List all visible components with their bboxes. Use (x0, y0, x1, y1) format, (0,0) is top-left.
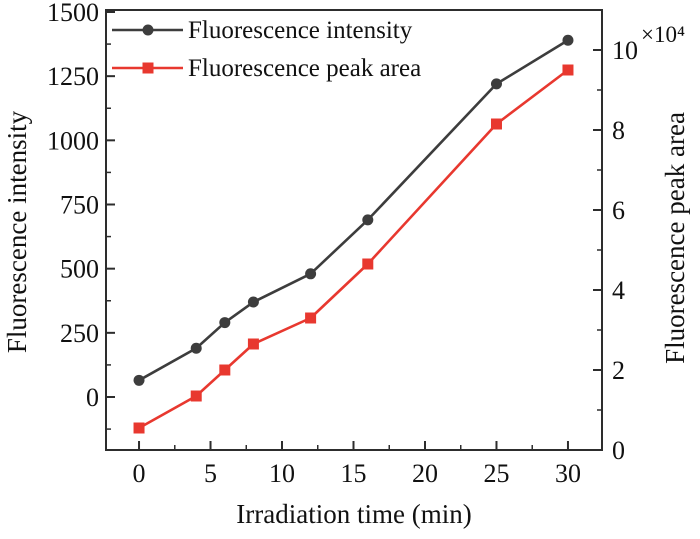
legend-entry-intensity: Fluorescence intensity (112, 17, 413, 44)
legend-entry-peak-area: Fluorescence peak area (112, 55, 421, 82)
data-point-square-marker (305, 312, 317, 324)
right-tick-label: 6 (612, 196, 625, 225)
series-line-peak-area (137, 68, 570, 430)
legend-circle-marker-icon (142, 24, 154, 36)
left-tick-label: 250 (60, 319, 99, 348)
legend-label-peak-area: Fluorescence peak area (188, 55, 421, 82)
x-tick-label: 10 (269, 459, 295, 488)
right-tick-label: 10 (612, 36, 638, 65)
x-axis-label: Irradiation time (min) (236, 499, 471, 529)
data-point-circle-marker (305, 268, 317, 280)
data-series (133, 34, 574, 434)
data-point-square-marker (490, 118, 502, 130)
data-point-square-marker (219, 364, 231, 376)
x-tick-label: 5 (204, 459, 217, 488)
data-point-circle-marker (219, 317, 231, 329)
left-tick-label: 1000 (47, 126, 99, 155)
data-point-circle-marker (490, 78, 502, 90)
series-line-intensity (137, 38, 570, 382)
legend-label-intensity: Fluorescence intensity (188, 17, 413, 44)
left-tick-label: 1250 (47, 62, 99, 91)
axis-ticks (106, 11, 602, 451)
right-tick-label: 8 (612, 116, 625, 145)
left-y-axis-label: Fluorescence intensity (2, 110, 32, 353)
data-point-square-marker (362, 258, 374, 270)
right-tick-label: 0 (612, 436, 625, 465)
data-point-circle-marker (190, 342, 202, 354)
data-point-square-marker (133, 422, 145, 434)
legend: Fluorescence intensity Fluorescence peak… (112, 17, 421, 82)
data-point-square-marker (247, 338, 259, 350)
x-tick-label: 25 (483, 459, 509, 488)
data-point-circle-marker (362, 214, 374, 226)
data-point-square-marker (190, 390, 202, 402)
left-tick-label: 750 (60, 191, 99, 220)
data-point-circle-marker (133, 374, 145, 386)
x-tick-label: 30 (555, 459, 581, 488)
data-point-circle-marker (562, 34, 574, 46)
left-tick-label: 0 (86, 383, 99, 412)
left-tick-label: 500 (60, 255, 99, 284)
legend-square-marker-icon (142, 62, 154, 74)
x-tick-label: 20 (412, 459, 438, 488)
x-tick-label: 15 (340, 459, 366, 488)
x-tick-label: 0 (133, 459, 146, 488)
axis-tick-labels: 0 5 10 15 20 25 30 0 250 500 750 1000 1250 1500 0 2 4 6 8 1… (47, 0, 638, 488)
left-tick-label: 1500 (47, 0, 99, 27)
right-y-axis-label: Fluorescence peak area (660, 112, 690, 364)
right-tick-label: 2 (612, 356, 625, 385)
right-tick-label: 4 (612, 276, 625, 305)
data-point-circle-marker (247, 296, 259, 308)
right-axis-multiplier: ×10⁴ (641, 22, 685, 47)
data-point-square-marker (562, 64, 574, 76)
